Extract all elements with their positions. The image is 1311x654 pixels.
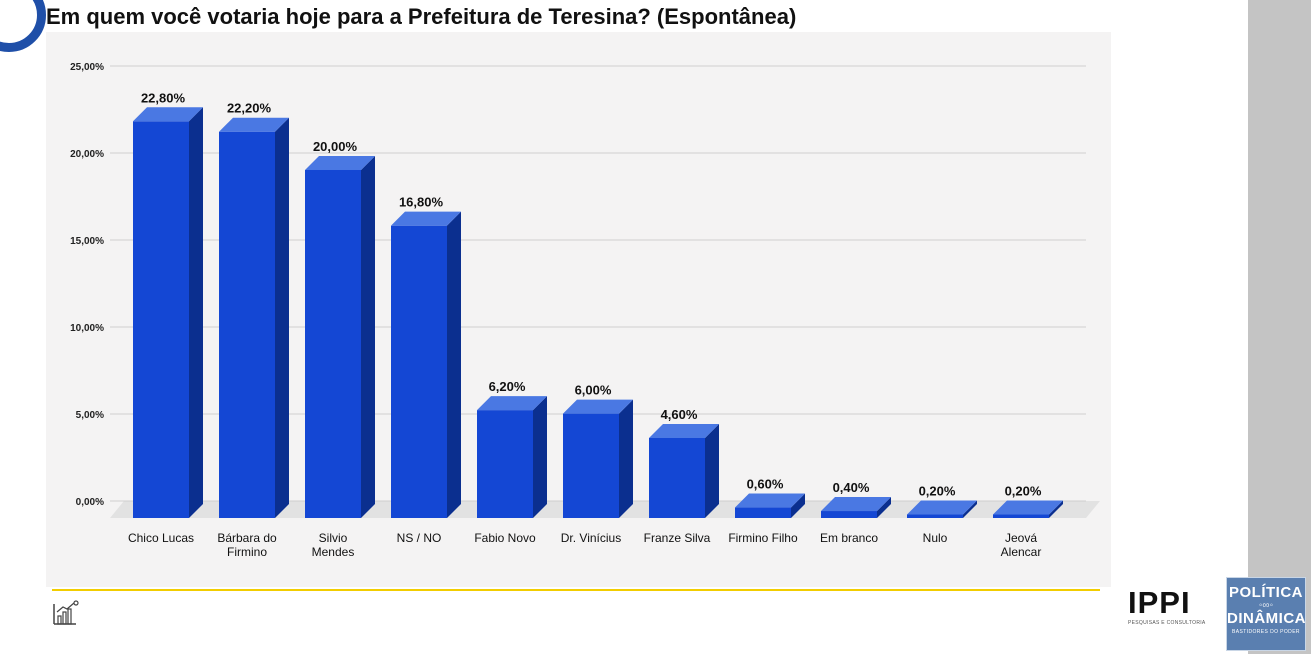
x-tick-label: Silvio Mendes (312, 531, 355, 559)
bar (993, 514, 1049, 518)
data-label: 22,80% (141, 90, 186, 105)
data-label: 0,40% (833, 480, 870, 495)
bar (305, 170, 361, 518)
footer-divider (52, 589, 1100, 591)
bar (649, 437, 705, 518)
bar-side (963, 500, 977, 518)
y-tick-label: 5,00% (76, 410, 104, 421)
data-label: 20,00% (313, 139, 358, 154)
x-tick-label-line: Em branco (820, 531, 878, 545)
bar-side (791, 493, 805, 518)
bar-top (133, 107, 203, 122)
bar-top (993, 500, 1063, 515)
bar (735, 507, 791, 518)
data-label: 0,60% (747, 477, 784, 492)
x-tick-label-line: Firmino (227, 545, 267, 559)
data-label: 22,20% (227, 101, 272, 116)
bar (563, 413, 619, 518)
pd-logo-mark-icon: ◦∞◦ (1258, 600, 1274, 611)
bar-side (189, 107, 203, 518)
x-tick-label-line: Mendes (312, 545, 355, 559)
accent-ring (0, 0, 46, 52)
politica-dinamica-logo: POLÍTICA ◦∞◦ DINÂMICA BASTIDORES DO PODE… (1226, 577, 1306, 651)
ippi-logo-subtitle: PESQUISAS E CONSULTORIA (1128, 620, 1206, 626)
x-tick-label-line: Nulo (923, 531, 948, 545)
x-tick-label: Franze Silva (644, 531, 711, 545)
x-tick-label-line: Alencar (1001, 545, 1042, 559)
pd-logo-line1: POLÍTICA (1229, 584, 1303, 601)
y-tick-label: 25,00% (70, 62, 104, 73)
bar-side (447, 211, 461, 518)
y-tick-label: 10,00% (70, 323, 104, 334)
bar (821, 511, 877, 518)
data-label: 0,20% (1005, 484, 1042, 499)
bar-side (705, 423, 719, 518)
bar-top (735, 493, 805, 508)
data-label: 0,20% (919, 484, 956, 499)
y-tick-label: 0,00% (76, 497, 104, 508)
bar-side (619, 399, 633, 518)
chart-panel: 0,00% 5,00% 10,00% 15,00% 20,00% 25,00% 22,80%… (46, 32, 1111, 587)
bar (391, 225, 447, 518)
bar (133, 121, 189, 518)
x-tick-label-line: Jeová (1005, 531, 1037, 545)
y-tick-label: 15,00% (70, 236, 104, 247)
ippi-logo-name: IPPI (1128, 585, 1191, 620)
data-label: 6,00% (575, 383, 612, 398)
x-tick-label-line: Fabio Novo (474, 531, 536, 545)
pd-logo-line3: BASTIDORES DO PODER (1232, 629, 1300, 635)
chart-title: Em quem você votaria hoje para a Prefeit… (46, 4, 797, 29)
bar-side (1049, 500, 1063, 518)
ippi-logo: IPPI PESQUISAS E CONSULTORIA (1128, 585, 1208, 627)
x-tick-label: Bárbara do Firmino (217, 531, 277, 559)
side-band (1248, 0, 1311, 654)
x-tick-label-line: Chico Lucas (128, 531, 194, 545)
bar-top (907, 500, 977, 515)
x-tick-label-line: Bárbara do (217, 531, 277, 545)
x-tick-label-line: NS / NO (397, 531, 442, 545)
bar-side (275, 117, 289, 518)
data-label: 4,60% (661, 407, 698, 422)
bar-top (219, 117, 289, 132)
x-tick-label-line: Franze Silva (644, 531, 711, 545)
bar (907, 514, 963, 518)
bar-chart: 0,00% 5,00% 10,00% 15,00% 20,00% 25,00% 22,80%… (70, 62, 1100, 559)
x-tick-label: NS / NO (397, 531, 442, 545)
bar (477, 410, 533, 518)
x-tick-label-line: Silvio (319, 531, 348, 545)
x-tick-label: Firmino Filho (728, 531, 798, 545)
bar-side (533, 396, 547, 518)
pd-logo-line2: DINÂMICA (1227, 610, 1306, 627)
bar-top (649, 423, 719, 438)
x-tick-label: Em branco (820, 531, 878, 545)
chart-growth-icon (53, 600, 79, 625)
data-label: 16,80% (399, 195, 444, 210)
bar-top (477, 396, 547, 411)
bar-top (563, 399, 633, 414)
x-tick-label-line: Firmino Filho (728, 531, 798, 545)
bar-top (821, 497, 891, 512)
bar-top (305, 156, 375, 170)
bar-side (361, 156, 375, 518)
x-tick-label: Dr. Vinícius (561, 531, 621, 545)
x-tick-label-line: Dr. Vinícius (561, 531, 621, 545)
bar-top (391, 211, 461, 226)
bar (219, 131, 275, 518)
x-tick-label: Nulo (923, 531, 948, 545)
x-tick-label: Fabio Novo (474, 531, 536, 545)
x-tick-label: Chico Lucas (128, 531, 194, 545)
x-tick-label: Jeová Alencar (1001, 531, 1042, 559)
bar-side (877, 497, 891, 518)
y-tick-label: 20,00% (70, 149, 104, 160)
data-label: 6,20% (489, 379, 526, 394)
